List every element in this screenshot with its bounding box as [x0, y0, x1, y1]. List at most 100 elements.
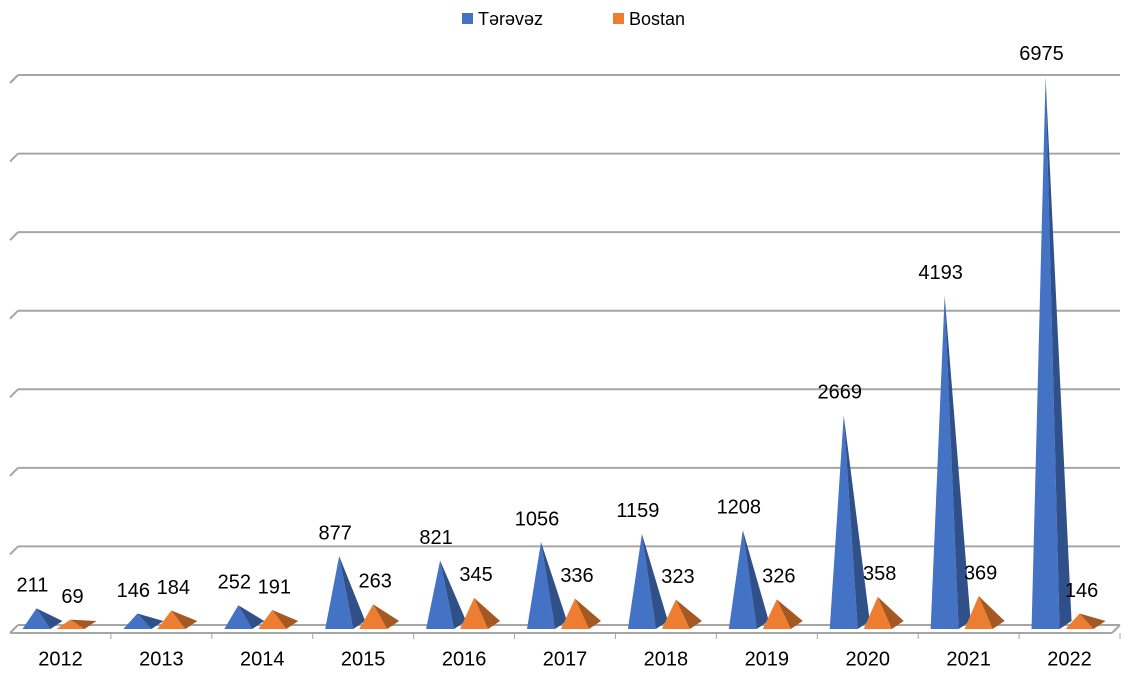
legend-label: Tərəvəz: [478, 9, 543, 29]
data-label: 1159: [616, 500, 659, 522]
data-label: 263: [358, 571, 391, 593]
pyramid: [829, 415, 870, 629]
pyramid-front: [964, 596, 993, 629]
data-label: 877: [318, 522, 351, 544]
pyramid-front: [56, 619, 85, 629]
pyramid-side: [641, 533, 668, 629]
pyramid: [964, 596, 1005, 629]
grid-edge: [9, 467, 19, 477]
data-label: 1208: [717, 496, 762, 518]
x-tick-label: 2022: [1047, 648, 1092, 670]
pyramid-side: [171, 610, 198, 629]
data-label: 326: [762, 566, 795, 588]
pyramid-side: [272, 609, 299, 629]
pyramid-side: [776, 599, 803, 629]
pyramid-front: [325, 556, 354, 629]
x-tick-label: 2017: [543, 648, 588, 670]
pyramid: [1031, 76, 1072, 629]
pyramid: [258, 609, 299, 629]
pyramid-front: [728, 530, 757, 629]
pyramid-front: [930, 295, 959, 629]
pyramid: [527, 542, 567, 629]
data-label: 191: [258, 576, 291, 598]
data-label: 1056: [515, 508, 560, 530]
data-label: 821: [419, 527, 452, 549]
pyramid: [460, 597, 501, 629]
grid-edge: [9, 545, 19, 556]
pyramid: [157, 610, 198, 629]
pyramid-front: [527, 542, 555, 629]
legend-swatch: [462, 13, 473, 24]
data-label: 358: [863, 563, 896, 585]
pyramid-side: [675, 599, 702, 629]
pyramid-front: [224, 605, 253, 629]
x-tick-label: 2020: [845, 648, 890, 670]
pyramid-front: [460, 597, 489, 629]
pyramid-side: [541, 542, 567, 629]
pyramid: [561, 598, 601, 629]
x-tick-label: 2021: [946, 648, 991, 670]
data-label: 4193: [918, 262, 963, 284]
pyramid-front: [561, 598, 589, 629]
data-label: 2669: [817, 382, 862, 404]
pyramid-front: [1031, 76, 1060, 629]
pyramid-front: [627, 533, 656, 629]
pyramid-side: [440, 560, 467, 629]
pyramid-side: [1045, 76, 1072, 629]
grid-edge: [9, 624, 19, 634]
x-tick-label: 2019: [745, 648, 790, 670]
grid-edge: [9, 310, 19, 320]
pyramid: [22, 608, 63, 629]
pyramid: [1065, 613, 1106, 629]
pyramid-front: [661, 599, 690, 629]
pyramid-side: [36, 608, 63, 629]
data-label: 369: [964, 562, 997, 584]
pyramid: [325, 556, 366, 629]
pyramid-side: [339, 556, 366, 629]
x-tick-label: 2012: [38, 648, 83, 670]
pyramid-front: [1065, 613, 1094, 629]
pyramid-side: [474, 597, 501, 629]
pyramid-side: [137, 613, 164, 629]
pyramid: [627, 533, 668, 629]
pyramid-side: [238, 605, 265, 629]
pyramid: [56, 619, 97, 629]
pyramid-side: [575, 598, 601, 629]
pyramid-front: [258, 609, 287, 629]
data-label: 146: [1065, 580, 1098, 602]
pyramid: [762, 599, 803, 629]
x-tick-label: 2013: [139, 648, 184, 670]
pyramid: [661, 599, 702, 629]
grid-edge: [9, 388, 19, 398]
pyramid: [123, 613, 164, 629]
grid-edge: [9, 231, 19, 241]
pyramid-side: [978, 596, 1005, 629]
pyramid-side: [70, 619, 97, 629]
pyramid: [426, 560, 467, 629]
pyramid-front: [762, 599, 791, 629]
data-label: 184: [157, 577, 190, 599]
pyramid: [359, 604, 400, 629]
pyramid-side: [877, 596, 904, 629]
pyramid-front: [157, 610, 186, 629]
pyramid-front: [829, 415, 858, 629]
pyramid-side: [843, 415, 870, 629]
data-label: 211: [17, 575, 49, 597]
x-tick-label: 2016: [442, 648, 487, 670]
pyramid: [728, 530, 769, 629]
pyramid-front: [359, 604, 388, 629]
data-label: 6975: [1019, 43, 1064, 65]
data-label: 323: [661, 566, 694, 588]
pyramid-side: [944, 295, 971, 629]
data-label: 69: [61, 586, 83, 608]
pyramid-side: [1079, 613, 1106, 629]
pyramid-front: [863, 596, 892, 629]
pyramid-side: [373, 604, 400, 629]
legend-swatch: [613, 13, 624, 24]
pyramid: [930, 295, 971, 629]
pyramid-front: [123, 613, 152, 629]
pyramid-front: [22, 608, 51, 629]
data-label: 336: [560, 565, 593, 587]
pyramid: [863, 596, 904, 629]
x-tick-label: 2014: [240, 648, 285, 670]
